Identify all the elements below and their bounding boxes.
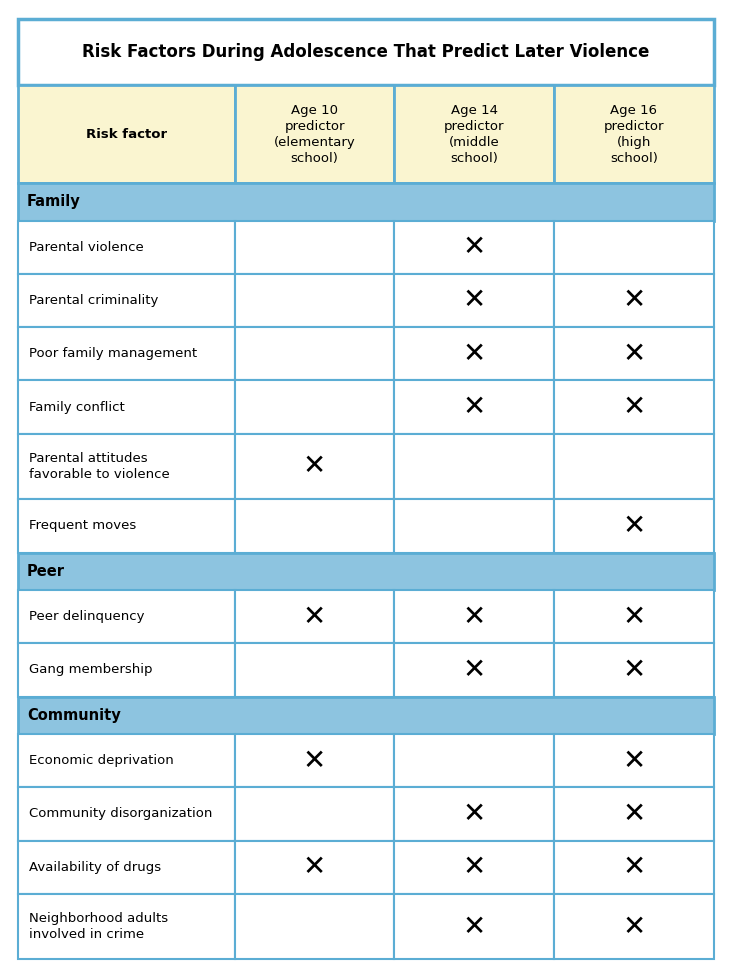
FancyBboxPatch shape [395,274,554,327]
Text: Parental attitudes
favorable to violence: Parental attitudes favorable to violence [29,452,170,481]
FancyBboxPatch shape [395,500,554,552]
Text: ✕: ✕ [622,853,646,881]
FancyBboxPatch shape [18,552,714,590]
Text: Parental violence: Parental violence [29,241,144,253]
Text: Neighborhood adults
involved in crime: Neighborhood adults involved in crime [29,913,168,941]
Text: ✕: ✕ [303,453,326,480]
Text: Risk Factors During Adolescence That Predict Later Violence: Risk Factors During Adolescence That Pre… [82,43,650,61]
FancyBboxPatch shape [235,220,395,274]
Text: ✕: ✕ [622,747,646,774]
FancyBboxPatch shape [395,787,554,841]
FancyBboxPatch shape [554,327,714,381]
FancyBboxPatch shape [18,734,235,787]
FancyBboxPatch shape [554,590,714,643]
FancyBboxPatch shape [235,841,395,894]
Text: ✕: ✕ [622,913,646,941]
FancyBboxPatch shape [554,643,714,696]
FancyBboxPatch shape [18,85,235,183]
FancyBboxPatch shape [554,787,714,841]
FancyBboxPatch shape [395,433,554,500]
Text: Parental criminality: Parental criminality [29,294,159,307]
Text: ✕: ✕ [303,603,326,630]
FancyBboxPatch shape [395,643,554,696]
FancyBboxPatch shape [18,381,235,433]
FancyBboxPatch shape [18,19,714,85]
Text: Community: Community [27,708,121,723]
FancyBboxPatch shape [235,274,395,327]
FancyBboxPatch shape [18,500,235,552]
Text: Availability of drugs: Availability of drugs [29,861,161,874]
Text: ✕: ✕ [463,603,486,630]
FancyBboxPatch shape [554,894,714,959]
FancyBboxPatch shape [395,220,554,274]
Text: ✕: ✕ [463,913,486,941]
FancyBboxPatch shape [554,220,714,274]
FancyBboxPatch shape [395,734,554,787]
FancyBboxPatch shape [18,274,235,327]
Text: Economic deprivation: Economic deprivation [29,754,174,768]
FancyBboxPatch shape [554,274,714,327]
Text: Frequent moves: Frequent moves [29,519,137,533]
FancyBboxPatch shape [395,327,554,381]
FancyBboxPatch shape [554,85,714,183]
Text: ✕: ✕ [463,656,486,684]
FancyBboxPatch shape [235,787,395,841]
Text: ✕: ✕ [463,340,486,368]
Text: ✕: ✕ [463,233,486,261]
FancyBboxPatch shape [235,590,395,643]
Text: Gang membership: Gang membership [29,663,153,676]
Text: Age 14
predictor
(middle
school): Age 14 predictor (middle school) [444,103,504,165]
FancyBboxPatch shape [18,643,235,696]
FancyBboxPatch shape [18,696,714,734]
Text: ✕: ✕ [622,286,646,315]
Text: ✕: ✕ [303,853,326,881]
FancyBboxPatch shape [235,734,395,787]
FancyBboxPatch shape [554,381,714,433]
FancyBboxPatch shape [235,327,395,381]
Text: Risk factor: Risk factor [86,128,167,140]
Text: Peer: Peer [27,564,65,579]
FancyBboxPatch shape [18,894,235,959]
FancyBboxPatch shape [235,894,395,959]
FancyBboxPatch shape [235,433,395,500]
Text: Age 16
predictor
(high
school): Age 16 predictor (high school) [604,103,664,165]
FancyBboxPatch shape [18,183,714,220]
Text: Family: Family [27,195,81,209]
FancyBboxPatch shape [18,327,235,381]
FancyBboxPatch shape [235,500,395,552]
Text: ✕: ✕ [463,800,486,828]
FancyBboxPatch shape [395,381,554,433]
FancyBboxPatch shape [18,787,235,841]
Text: ✕: ✕ [622,393,646,421]
FancyBboxPatch shape [235,381,395,433]
Text: Community disorganization: Community disorganization [29,807,213,820]
Text: Peer delinquency: Peer delinquency [29,610,145,623]
FancyBboxPatch shape [395,85,554,183]
Text: ✕: ✕ [463,853,486,881]
FancyBboxPatch shape [554,500,714,552]
Text: ✕: ✕ [622,512,646,540]
FancyBboxPatch shape [554,841,714,894]
FancyBboxPatch shape [395,590,554,643]
Text: Poor family management: Poor family management [29,348,198,360]
Text: ✕: ✕ [463,286,486,315]
Text: ✕: ✕ [303,747,326,774]
Text: ✕: ✕ [622,603,646,630]
Text: ✕: ✕ [463,393,486,421]
Text: Age 10
predictor
(elementary
school): Age 10 predictor (elementary school) [274,103,356,165]
FancyBboxPatch shape [235,643,395,696]
FancyBboxPatch shape [554,734,714,787]
FancyBboxPatch shape [554,433,714,500]
FancyBboxPatch shape [18,590,235,643]
Text: ✕: ✕ [622,656,646,684]
FancyBboxPatch shape [18,841,235,894]
Text: Family conflict: Family conflict [29,400,125,414]
FancyBboxPatch shape [235,85,395,183]
FancyBboxPatch shape [395,841,554,894]
Text: ✕: ✕ [622,800,646,828]
FancyBboxPatch shape [18,433,235,500]
FancyBboxPatch shape [18,220,235,274]
FancyBboxPatch shape [395,894,554,959]
Text: ✕: ✕ [622,340,646,368]
